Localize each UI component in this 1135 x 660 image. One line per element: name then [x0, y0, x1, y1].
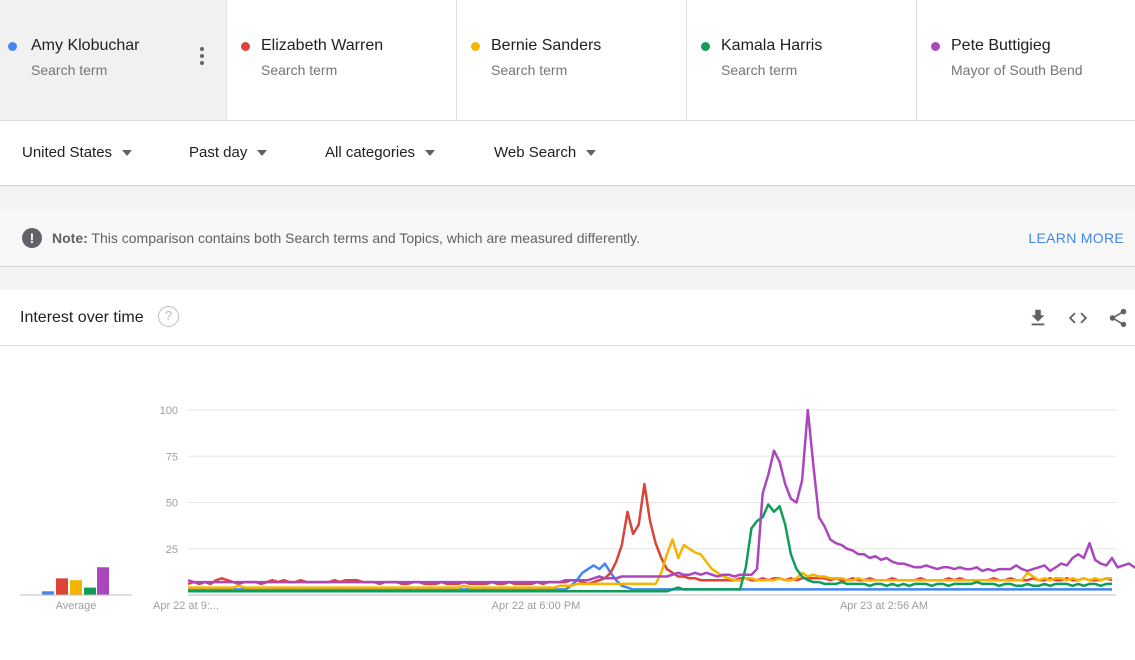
average-bar	[42, 591, 54, 595]
series-color-dot	[701, 42, 710, 51]
term-name: Bernie Sanders	[491, 37, 602, 54]
comparison-note: ! Note: This comparison contains both Se…	[0, 209, 1135, 267]
y-tick-label: 25	[166, 544, 178, 556]
learn-more-link[interactable]: LEARN MORE	[1028, 230, 1124, 246]
average-bar	[56, 578, 68, 595]
warning-icon: !	[22, 228, 42, 248]
series-color-dot	[241, 42, 250, 51]
note-label: Note:	[52, 230, 88, 246]
help-icon[interactable]: ?	[158, 306, 179, 327]
dropdown-caret-icon	[425, 149, 436, 156]
dropdown-caret-icon	[586, 149, 597, 156]
share-icon[interactable]	[1107, 307, 1129, 329]
y-tick-label: 50	[166, 498, 178, 510]
comparison-terms-bar: Amy Klobuchar Search term Elizabeth Warr…	[0, 0, 1135, 121]
line-chart-svg[interactable]: 100 75 50 25 Apr 22 at 9:... Apr 22 at 6:00 P…	[0, 346, 1135, 660]
dropdown-caret-icon	[257, 149, 268, 156]
term-card-2[interactable]: Elizabeth Warren Search term	[227, 0, 457, 120]
term-card-4[interactable]: Kamala Harris Search term	[687, 0, 917, 120]
search-type-dropdown[interactable]: Web Search	[494, 144, 597, 161]
time-range-dropdown[interactable]: Past day	[189, 144, 268, 161]
category-label: All categories	[325, 144, 416, 161]
term-type: Search term	[721, 62, 798, 78]
term-card-3[interactable]: Bernie Sanders Search term	[457, 0, 687, 120]
series-line-kamala-harris	[188, 503, 1112, 593]
time-range-label: Past day	[189, 144, 248, 161]
term-type: Search term	[31, 62, 108, 78]
series-line-amy-klobuchar	[188, 562, 1112, 591]
more-vert-icon[interactable]	[200, 47, 204, 65]
series-line-pete-buttigieg	[187, 408, 1135, 584]
average-bar	[70, 580, 82, 595]
dropdown-caret-icon	[122, 149, 133, 156]
term-type: Search term	[261, 62, 338, 78]
note-text: Note: This comparison contains both Sear…	[52, 230, 640, 246]
card-title: Interest over time	[20, 309, 144, 326]
section-spacer	[0, 267, 1135, 290]
term-name: Kamala Harris	[721, 37, 823, 54]
y-tick-label: 100	[160, 405, 178, 417]
region-label: United States	[22, 144, 113, 161]
interest-over-time-header: Interest over time ?	[0, 290, 1135, 346]
average-bar	[84, 587, 96, 595]
average-label: Average	[56, 600, 97, 612]
x-tick-label: Apr 23 at 2:56 AM	[840, 600, 928, 612]
region-dropdown[interactable]: United States	[22, 144, 133, 161]
y-tick-label: 75	[166, 451, 178, 463]
section-spacer	[0, 187, 1135, 209]
term-card-1[interactable]: Amy Klobuchar Search term	[0, 0, 227, 120]
filter-bar: United States Past day All categories We…	[0, 121, 1135, 186]
term-type: Search term	[491, 62, 568, 78]
search-type-label: Web Search	[494, 144, 577, 161]
term-name: Pete Buttigieg	[951, 37, 1051, 54]
series-color-dot	[471, 42, 480, 51]
interest-over-time-chart: 100 75 50 25 Apr 22 at 9:... Apr 22 at 6:00 P…	[0, 346, 1135, 660]
embed-code-icon[interactable]	[1067, 307, 1089, 329]
category-dropdown[interactable]: All categories	[325, 144, 436, 161]
average-bar	[97, 567, 109, 595]
note-message: This comparison contains both Search ter…	[87, 230, 641, 246]
series-color-dot	[8, 42, 17, 51]
series-line-bernie-sanders	[188, 538, 1112, 589]
x-tick-label: Apr 22 at 6:00 PM	[492, 600, 581, 612]
term-name: Amy Klobuchar	[31, 37, 140, 54]
download-icon[interactable]	[1027, 307, 1049, 329]
x-tick-label: Apr 22 at 9:...	[153, 600, 219, 612]
term-card-5[interactable]: Pete Buttigieg Mayor of South Bend	[917, 0, 1135, 120]
term-name: Elizabeth Warren	[261, 37, 384, 54]
term-type: Mayor of South Bend	[951, 62, 1083, 78]
series-color-dot	[931, 42, 940, 51]
